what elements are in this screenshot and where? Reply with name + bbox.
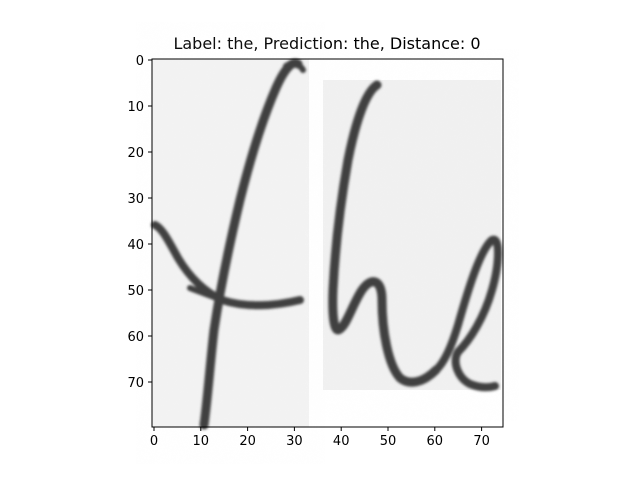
x-tick-label: 60 [427,434,444,449]
y-tick-label: 0 [136,54,144,69]
handwritten-word-the [151,58,502,430]
x-tick-label: 20 [239,434,256,449]
y-tick-label: 30 [127,192,144,207]
y-axis: 0 10 20 30 40 50 60 70 [127,54,152,391]
image-gap [309,59,323,427]
x-axis: 0 10 20 30 40 50 60 70 [150,427,490,449]
y-tick-label: 10 [127,100,144,115]
y-tick-label: 60 [127,330,144,345]
image-plot-area [151,58,504,430]
x-tick-label: 70 [473,434,490,449]
x-tick-label: 40 [333,434,350,449]
y-tick-label: 20 [127,146,144,161]
x-tick-label: 50 [380,434,397,449]
axes-frame [151,58,504,428]
x-tick-label: 0 [150,434,158,449]
x-tick-label: 10 [193,434,210,449]
x-tick-label: 30 [286,434,303,449]
y-tick-label: 70 [127,376,144,391]
plot-title: Label: the, Prediction: the, Distance: 0 [173,34,480,53]
y-tick-label: 40 [127,238,144,253]
y-tick-label: 50 [127,284,144,299]
